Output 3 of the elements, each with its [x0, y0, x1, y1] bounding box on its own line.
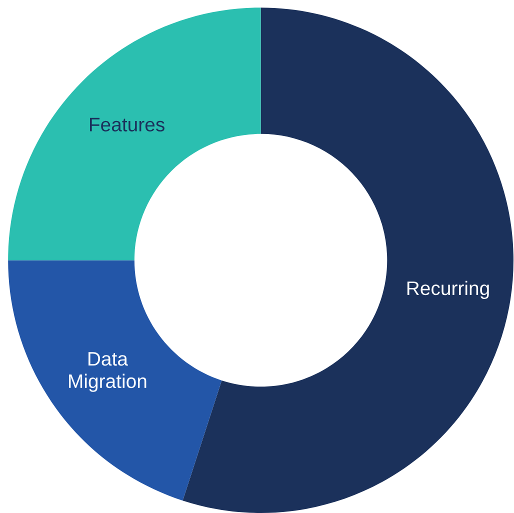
slice-label: Features — [90, 118, 164, 132]
slice-label: Recurring — [407, 280, 489, 300]
slice-label: Data Migration — [69, 352, 146, 392]
